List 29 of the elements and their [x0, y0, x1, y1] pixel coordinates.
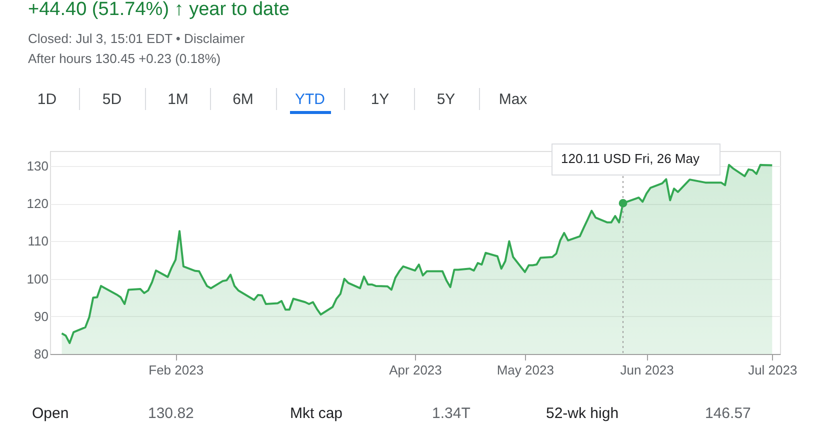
x-tick-label: Jul 2023	[748, 362, 798, 378]
text: 5Y	[436, 91, 456, 108]
x-tick-label: Feb 2023	[148, 362, 204, 378]
text: 5D	[102, 91, 122, 108]
text: 1.34T	[432, 405, 470, 422]
text: 146.57	[705, 405, 751, 422]
text: Max	[498, 91, 528, 108]
y-tick-label: 120	[26, 196, 48, 212]
chart-subtitle: Closed: Jul 3, 15:01 EDT • Disclaimer	[28, 31, 246, 46]
text: YTD	[295, 91, 326, 108]
y-tick-label: 130	[26, 158, 48, 174]
text: 1M	[168, 91, 188, 108]
x-tick-label: Jun 2023	[620, 362, 674, 378]
y-tick-label: 90	[34, 308, 48, 324]
x-tick-label: May 2023	[496, 362, 554, 378]
annotation: 120.11 USD Fri, 26 May	[561, 151, 700, 166]
text: 1Y	[370, 91, 390, 108]
text: 52-wk high	[546, 405, 619, 422]
text: After hours 130.45 +0.23 (0.18%)	[28, 51, 221, 66]
chart-title: +44.40 (51.74%) ↑ year to date	[28, 0, 290, 20]
y-tick-label: 100	[26, 271, 48, 286]
y-tick-label: 80	[34, 346, 48, 362]
text: 1D	[37, 91, 57, 108]
text: Mkt cap	[290, 405, 343, 422]
x-tick-label: Apr 2023	[389, 362, 442, 378]
text: 130.82	[148, 405, 194, 422]
y-tick-label: 110	[28, 234, 48, 249]
text: Open	[32, 405, 69, 422]
text: 6M	[232, 91, 254, 108]
